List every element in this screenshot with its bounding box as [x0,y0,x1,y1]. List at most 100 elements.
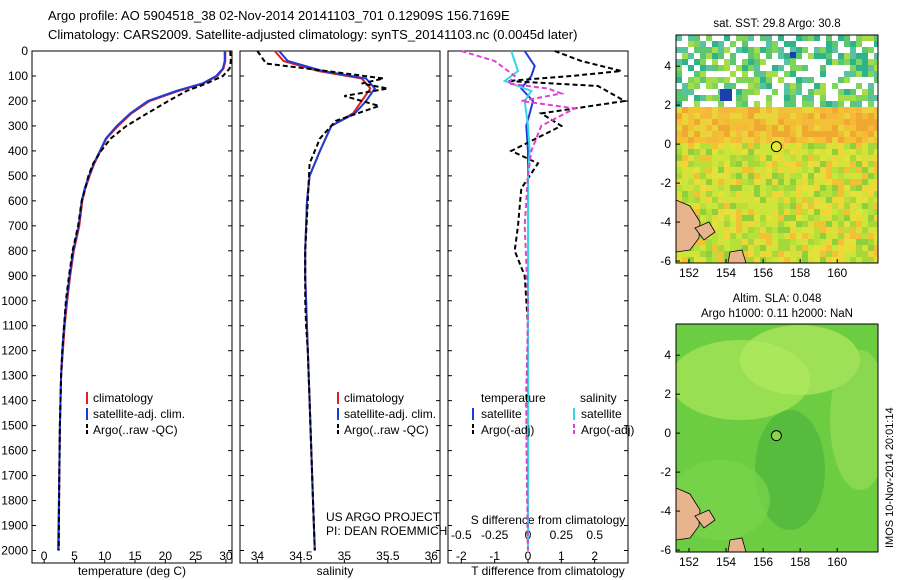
sla-lat-label: 4 [664,348,671,362]
sst-lat-label: -4 [660,215,671,229]
series-line-salinity-argo-adj- [461,50,578,551]
depth-tick-label: 900 [8,269,28,283]
sst-lat-label: 2 [664,98,671,112]
sst-lat-label: -2 [660,176,671,190]
argo-position-marker [770,430,782,442]
depth-tick-label: 1400 [1,394,28,408]
legend-label-argo: Argo(..raw -QC) [93,423,178,437]
sst-lat-label: 4 [664,59,671,73]
salinity-tick-label: 35 [338,549,352,563]
argo-position-marker [770,141,782,153]
depth-tick-label: 100 [8,69,28,83]
sst-lon-label: 154 [716,266,736,280]
salinity-xlabel: salinity [317,564,354,578]
depth-tick-label: 200 [8,94,28,108]
salinity-x-axis: 34 34.5 35 35.5 36 [251,549,439,563]
sla-lat-label: -2 [660,465,671,479]
temperature-tick-label: 15 [128,549,142,563]
depth-tick-label: 2000 [1,544,28,558]
sla-lat-label: 0 [664,426,671,440]
difference-top-tick-label: -0.25 [481,528,509,542]
depth-tick-label: 1600 [1,444,28,458]
series-line-argo-raw-qc- [256,50,388,551]
sst-lon-label: 158 [790,266,810,280]
sla-lat-label: -6 [660,543,671,557]
header-line-1: Argo profile: AO 5904518_38 02-Nov-2014 … [48,8,510,23]
depth-tick-label: 1000 [1,294,28,308]
sla-map-frame [675,323,879,553]
sla-lon-label: 154 [716,555,736,569]
sst-lon-label: 156 [753,266,773,280]
salinity-tick-label: 34.5 [289,549,313,563]
temperature-tick-label: 30 [219,549,233,563]
depth-tick-label: 1100 [2,319,28,333]
profile-series-layer [57,50,628,551]
sla-map-axes: 152 154 156 158 160 4 2 0 -2 -4 -6 [660,348,847,569]
temperature-tick-label: 25 [189,549,203,563]
sla-map-title-2: Argo h1000: 0.11 h2000: NaN [701,308,853,320]
temperature-tick-label: 0 [41,549,48,563]
temperature-legend: climatology satellite-adj. clim. Argo(..… [86,391,185,437]
salinity-legend: climatology satellite-adj. clim. Argo(..… [326,391,447,538]
salinity-tick-label: 36 [425,549,439,563]
difference-top-tick-label: -0.5 [451,528,472,542]
legend-label-satellite: satellite-adj. clim. [93,407,185,421]
legend-label-climatology: climatology [93,391,153,405]
sla-lat-label: 2 [664,387,671,401]
temperature-tick-label: 5 [71,549,78,563]
depth-tick-label: 1300 [1,369,28,383]
sla-island [694,509,716,529]
difference-bottom-tick-label: 2 [591,549,598,563]
temperature-xlabel: temperature (deg C) [78,564,186,578]
series-line-argo-raw-qc- [57,50,232,551]
legend-label-argo: Argo(..raw -QC) [344,423,429,437]
depth-tick-label: 500 [8,169,28,183]
difference-panel-frame [447,50,629,564]
sst-island [727,249,747,263]
difference-top-tick-label: 0.25 [550,528,574,542]
difference-bottom-tick-label: -1 [489,549,500,563]
depth-tick-label: 1800 [1,494,28,508]
depth-axis: 0 100 200 300 400 500 600 700 800 900 1000 1100 1200… [1,44,628,558]
credit-pi: PI: DEAN ROEMMICH [326,524,447,538]
sst-lon-label: 152 [679,266,699,280]
depth-tick-label: 1900 [1,519,28,533]
sla-lon-label: 160 [827,555,847,569]
sst-lat-label: -6 [660,254,671,268]
legend-title-salinity: salinity [580,391,617,405]
sst-land-mass [676,199,701,253]
salinity-panel-frame [239,50,441,564]
sla-lon-label: 158 [790,555,810,569]
legend-label-s-satellite: satellite [581,407,622,421]
sst-lat-label: 0 [664,137,671,151]
difference-top-tick-label: 0.5 [586,528,603,542]
sst-island [694,221,716,241]
depth-tick-label: 1500 [1,419,28,433]
legend-label-s-argo: Argo(-adj) [581,423,634,437]
sst-lon-label: 160 [827,266,847,280]
temperature-x-axis: 0 5 10 15 20 25 30 [41,549,233,563]
difference-bottom-tick-label: -2 [456,549,467,563]
depth-tick-label: 0 [21,44,28,58]
difference-bottom-tick-label: 0 [525,549,532,563]
header-line-2: Climatology: CARS2009. Satellite-adjuste… [48,27,578,42]
difference-xlabel: T difference from climatology [471,564,625,578]
sla-lon-label: 156 [753,555,773,569]
series-line-temperature-argo-adj- [507,50,628,551]
imos-watermark: IMOS 10-Nov-2014 20:01:14 [884,407,896,548]
depth-tick-label: 1700 [1,469,28,483]
depth-tick-label: 700 [8,219,28,233]
depth-tick-label: 400 [8,144,28,158]
legend-label-t-satellite: satellite [481,407,522,421]
legend-title-temperature: temperature [481,391,546,405]
depth-tick-label: 1200 [1,344,28,358]
sla-map-title-1: Altim. SLA: 0.048 [733,293,822,305]
sst-map-title: sat. SST: 29.8 Argo: 30.8 [713,18,840,30]
legend-label-satellite: satellite-adj. clim. [344,407,436,421]
difference-top-label: S difference from climatology [471,513,626,527]
temperature-panel-frame [31,50,233,564]
sla-lat-label: -4 [660,504,671,518]
difference-bottom-tick-label: 1 [558,549,565,563]
legend-label-climatology: climatology [344,391,404,405]
